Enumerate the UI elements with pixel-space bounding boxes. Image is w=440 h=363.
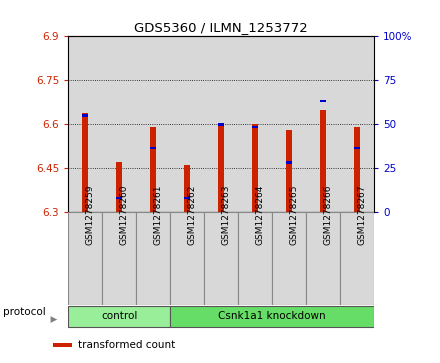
Bar	[68, 212, 102, 305]
Bar	[354, 127, 360, 212]
Bar	[102, 212, 136, 305]
Text: GSM1278266: GSM1278266	[323, 185, 332, 245]
Bar	[184, 196, 190, 199]
Bar	[68, 36, 102, 212]
Bar	[82, 114, 88, 117]
Text: GSM1278261: GSM1278261	[153, 185, 162, 245]
Bar	[82, 113, 88, 212]
Bar	[286, 130, 292, 212]
Text: GSM1278264: GSM1278264	[255, 185, 264, 245]
Bar	[102, 36, 136, 212]
Bar	[150, 127, 156, 212]
Bar	[320, 110, 326, 212]
Bar	[252, 125, 258, 212]
Bar	[320, 100, 326, 102]
Text: GSM1278267: GSM1278267	[357, 185, 366, 245]
Bar	[306, 36, 340, 212]
Bar	[170, 212, 204, 305]
Bar	[53, 343, 73, 347]
Bar	[252, 126, 258, 129]
Bar	[354, 147, 360, 149]
Bar	[136, 212, 170, 305]
Bar	[340, 36, 374, 212]
Bar	[170, 306, 374, 327]
Text: GSM1278263: GSM1278263	[221, 185, 230, 245]
Bar	[218, 123, 224, 126]
Bar	[136, 36, 170, 212]
Text: Csnk1a1 knockdown: Csnk1a1 knockdown	[218, 311, 326, 321]
Bar	[218, 125, 224, 212]
Bar	[170, 36, 204, 212]
Text: control: control	[101, 311, 137, 321]
Text: GSM1278262: GSM1278262	[187, 185, 196, 245]
Bar	[286, 161, 292, 164]
Text: protocol: protocol	[4, 306, 46, 317]
Bar	[340, 212, 374, 305]
Bar	[184, 166, 190, 212]
Bar	[272, 36, 306, 212]
Bar	[272, 212, 306, 305]
Bar	[116, 196, 122, 199]
Bar	[150, 147, 156, 149]
Bar	[204, 36, 238, 212]
Text: GSM1278260: GSM1278260	[119, 185, 128, 245]
Text: GSM1278265: GSM1278265	[289, 185, 298, 245]
Title: GDS5360 / ILMN_1253772: GDS5360 / ILMN_1253772	[134, 21, 308, 34]
Text: transformed count: transformed count	[78, 340, 175, 350]
Text: GSM1278259: GSM1278259	[85, 185, 94, 245]
Bar	[306, 212, 340, 305]
Bar	[238, 36, 272, 212]
Bar	[238, 212, 272, 305]
Bar	[116, 163, 122, 212]
Bar	[68, 306, 170, 327]
Bar	[204, 212, 238, 305]
